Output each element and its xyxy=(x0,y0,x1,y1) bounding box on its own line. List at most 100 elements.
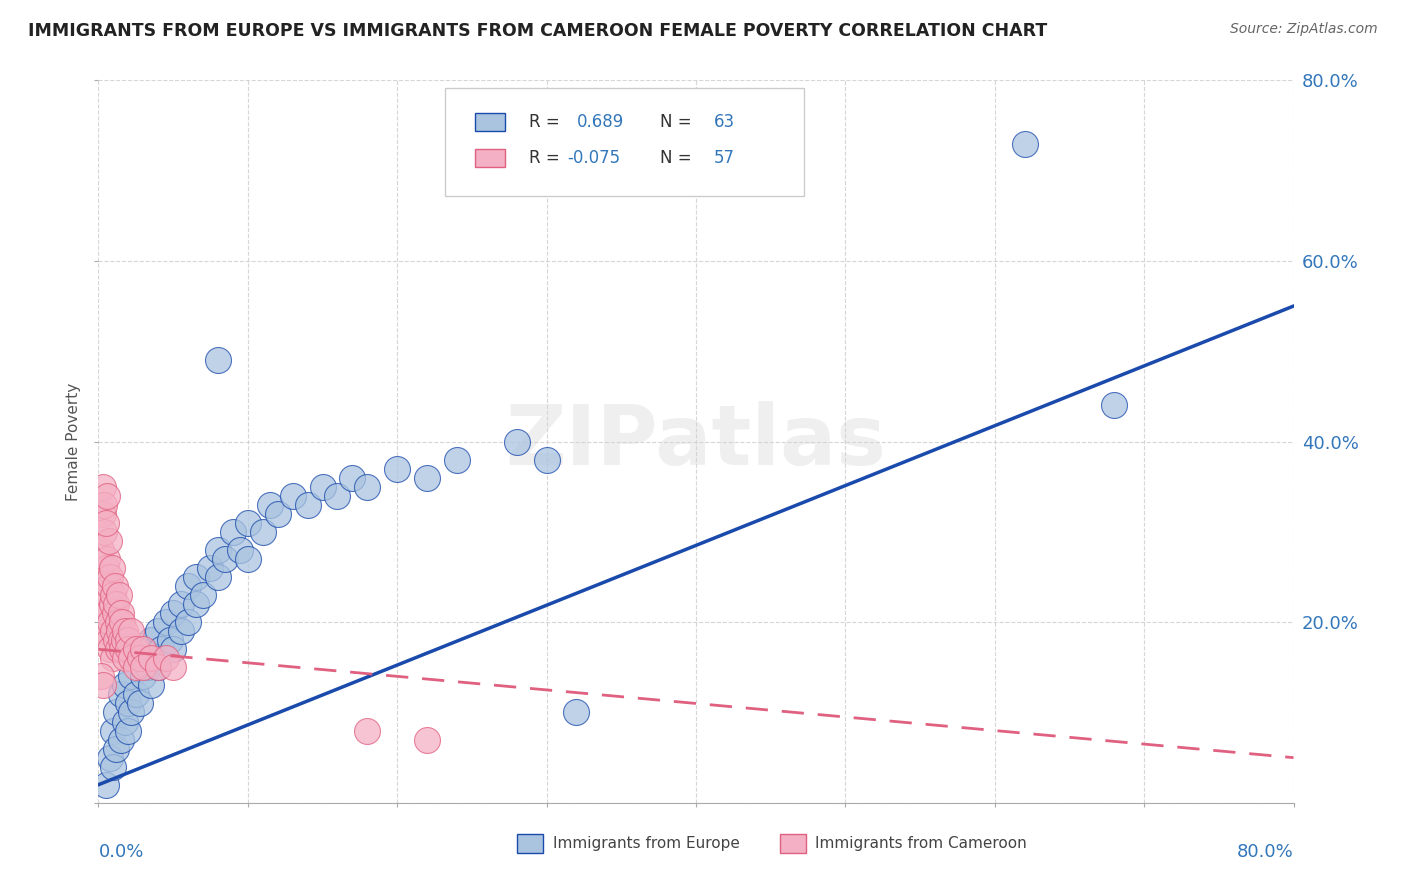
Point xyxy=(114,714,136,729)
Point xyxy=(356,480,378,494)
Point xyxy=(107,642,129,657)
Point xyxy=(94,516,117,530)
Point xyxy=(162,642,184,657)
Point xyxy=(93,498,115,512)
Text: R =: R = xyxy=(529,112,565,131)
Point xyxy=(169,624,191,639)
Point xyxy=(252,524,274,539)
Point xyxy=(96,552,118,566)
FancyBboxPatch shape xyxy=(517,834,543,854)
Point xyxy=(162,606,184,620)
Point xyxy=(110,687,132,701)
Point xyxy=(177,579,200,593)
Point xyxy=(93,524,115,539)
Point xyxy=(159,633,181,648)
Point xyxy=(104,579,127,593)
Point xyxy=(191,588,214,602)
Text: -0.075: -0.075 xyxy=(567,149,620,167)
Point xyxy=(117,723,139,738)
Point xyxy=(94,561,117,575)
Point xyxy=(96,489,118,503)
Point xyxy=(93,597,115,611)
Point xyxy=(98,750,122,764)
FancyBboxPatch shape xyxy=(475,149,505,167)
FancyBboxPatch shape xyxy=(475,112,505,131)
Point xyxy=(94,778,117,792)
Point xyxy=(90,669,112,683)
Point xyxy=(1104,398,1126,412)
Point xyxy=(311,480,333,494)
Text: 63: 63 xyxy=(714,112,735,131)
Text: R =: R = xyxy=(529,149,565,167)
Point xyxy=(98,615,122,630)
Point xyxy=(108,588,131,602)
Point xyxy=(125,651,148,665)
Point xyxy=(132,642,155,657)
Text: ZIPatlas: ZIPatlas xyxy=(506,401,886,482)
Point xyxy=(103,588,125,602)
Point xyxy=(117,697,139,711)
Point xyxy=(110,633,132,648)
Point xyxy=(125,687,148,701)
Point xyxy=(416,471,439,485)
Point xyxy=(297,498,319,512)
Point xyxy=(110,732,132,747)
Point xyxy=(97,533,120,548)
Point xyxy=(91,480,114,494)
Point xyxy=(120,624,142,639)
Point xyxy=(114,678,136,692)
Point xyxy=(207,353,229,368)
Point xyxy=(222,524,245,539)
Point xyxy=(214,552,236,566)
Point xyxy=(107,615,129,630)
Point xyxy=(90,542,112,557)
Point xyxy=(111,642,134,657)
Point xyxy=(267,507,290,521)
FancyBboxPatch shape xyxy=(779,834,806,854)
Text: Source: ZipAtlas.com: Source: ZipAtlas.com xyxy=(1230,22,1378,37)
Point xyxy=(139,651,162,665)
Point xyxy=(117,642,139,657)
Point xyxy=(105,597,128,611)
Point xyxy=(112,633,135,648)
Point xyxy=(114,651,136,665)
Point xyxy=(132,669,155,683)
Point xyxy=(236,552,259,566)
Point xyxy=(385,461,409,475)
Point xyxy=(101,561,124,575)
Point xyxy=(281,489,304,503)
Point xyxy=(98,570,122,584)
Point xyxy=(110,606,132,620)
Point xyxy=(101,597,124,611)
Point xyxy=(120,706,142,720)
Point xyxy=(342,471,364,485)
Point xyxy=(236,516,259,530)
Point xyxy=(98,642,122,657)
Point xyxy=(94,624,117,639)
Point xyxy=(111,615,134,630)
Point xyxy=(143,651,166,665)
Point xyxy=(132,642,155,657)
Point xyxy=(200,561,222,575)
Point xyxy=(1014,136,1036,151)
Point xyxy=(129,697,152,711)
Point xyxy=(536,452,558,467)
Point xyxy=(356,723,378,738)
Point xyxy=(326,489,349,503)
Point xyxy=(103,624,125,639)
Point xyxy=(120,651,142,665)
Text: 57: 57 xyxy=(714,149,735,167)
Point xyxy=(139,678,162,692)
Point xyxy=(259,498,281,512)
Point xyxy=(148,660,170,674)
Point xyxy=(97,579,120,593)
Point xyxy=(91,678,114,692)
Point xyxy=(117,633,139,648)
Point xyxy=(150,642,173,657)
Point xyxy=(103,723,125,738)
Point xyxy=(97,633,120,648)
Point xyxy=(446,452,468,467)
Point xyxy=(96,606,118,620)
Point xyxy=(184,597,207,611)
Point xyxy=(114,624,136,639)
